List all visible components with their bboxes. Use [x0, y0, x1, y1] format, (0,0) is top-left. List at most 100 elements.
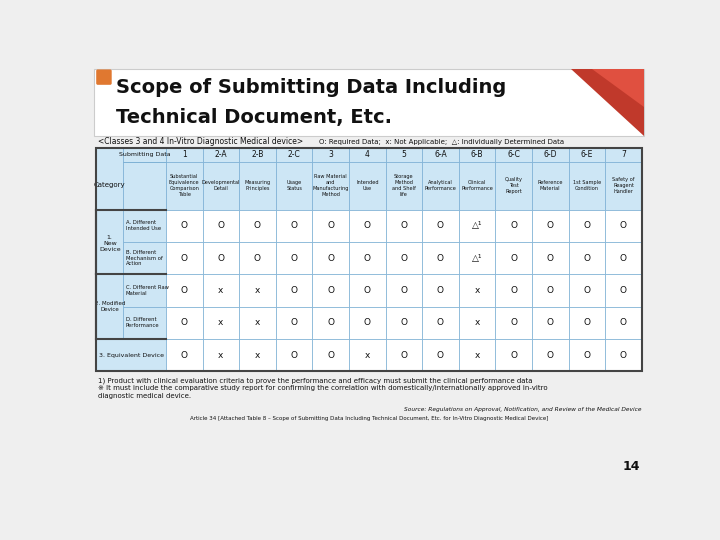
Bar	[202, 339, 239, 372]
Bar	[202, 307, 239, 339]
Text: O: O	[510, 254, 517, 262]
Text: 6-A: 6-A	[434, 150, 447, 159]
Text: Usage
Status: Usage Status	[286, 180, 302, 191]
Text: O: O	[327, 318, 334, 327]
Text: 1st Sample
Condition: 1st Sample Condition	[573, 180, 601, 191]
Bar	[569, 162, 606, 210]
Bar	[532, 162, 569, 210]
Bar	[312, 339, 349, 372]
Text: Submitting Data: Submitting Data	[119, 152, 171, 157]
Bar	[166, 339, 202, 372]
Bar	[123, 210, 166, 242]
Text: x: x	[474, 286, 480, 295]
Text: O: O	[327, 254, 334, 262]
Bar	[96, 148, 642, 372]
Bar	[239, 274, 276, 307]
Text: A. Different
Intended Use: A. Different Intended Use	[126, 220, 161, 231]
Bar	[532, 210, 569, 242]
Text: x: x	[364, 350, 370, 360]
Text: O: O	[510, 350, 517, 360]
Bar	[123, 242, 166, 274]
Text: Analytical
Performance: Analytical Performance	[425, 180, 456, 191]
Text: 2-C: 2-C	[288, 150, 300, 159]
Bar	[422, 162, 459, 210]
Text: O: O	[254, 221, 261, 230]
Bar	[349, 307, 386, 339]
Text: Quality
Test
Report: Quality Test Report	[505, 177, 523, 194]
Text: x: x	[474, 318, 480, 327]
Bar	[386, 210, 422, 242]
Bar	[276, 162, 312, 210]
Text: Clinical
Performance: Clinical Performance	[461, 180, 493, 191]
Text: O: O	[291, 286, 297, 295]
Text: 2. Modified: 2. Modified	[94, 301, 125, 306]
Text: 2-B: 2-B	[251, 150, 264, 159]
Bar	[312, 210, 349, 242]
Bar	[239, 339, 276, 372]
Bar	[532, 274, 569, 307]
Bar	[606, 162, 642, 210]
Bar	[606, 210, 642, 242]
Text: O: O	[181, 286, 188, 295]
Text: O: O	[400, 350, 408, 360]
Text: 6-D: 6-D	[544, 150, 557, 159]
Text: x: x	[255, 318, 260, 327]
Text: x: x	[218, 318, 223, 327]
Bar	[569, 210, 606, 242]
Bar	[349, 242, 386, 274]
Text: Technical Document, Etc.: Technical Document, Etc.	[116, 107, 392, 127]
Text: O: O	[181, 221, 188, 230]
Text: x: x	[218, 350, 223, 360]
Text: △¹: △¹	[472, 221, 482, 230]
Bar	[386, 307, 422, 339]
Bar	[569, 307, 606, 339]
Bar	[276, 148, 312, 162]
Bar	[276, 210, 312, 242]
Text: O: O	[583, 286, 590, 295]
Text: Article 34 [Attached Table 8 – Scope of Submitting Data Including Technical Docu: Article 34 [Attached Table 8 – Scope of …	[190, 416, 548, 421]
Bar	[239, 210, 276, 242]
Text: O: O	[291, 318, 297, 327]
Text: Measuring
Principles: Measuring Principles	[244, 180, 271, 191]
Bar	[96, 274, 123, 339]
Bar	[312, 148, 349, 162]
Text: ※ It must include the comparative study report for confirming the correlation wi: ※ It must include the comparative study …	[98, 385, 547, 391]
Bar	[459, 210, 495, 242]
Text: O: O	[437, 318, 444, 327]
Bar	[569, 339, 606, 372]
Bar	[96, 210, 123, 274]
Bar	[459, 307, 495, 339]
Text: diagnostic medical device.: diagnostic medical device.	[98, 393, 191, 399]
Bar	[166, 274, 202, 307]
Bar	[202, 148, 239, 162]
Bar	[532, 339, 569, 372]
Text: O: O	[254, 254, 261, 262]
Bar	[532, 307, 569, 339]
Text: O: O	[510, 318, 517, 327]
Bar	[239, 162, 276, 210]
Text: O: O	[546, 286, 554, 295]
Text: O: O	[546, 221, 554, 230]
Bar	[422, 307, 459, 339]
Bar	[569, 274, 606, 307]
Text: 7: 7	[621, 150, 626, 159]
Text: O: O	[437, 254, 444, 262]
Text: Device: Device	[99, 247, 120, 252]
Text: Intended
Use: Intended Use	[356, 180, 379, 191]
Polygon shape	[570, 69, 644, 137]
Bar	[123, 274, 166, 307]
Bar	[532, 148, 569, 162]
Text: 1) Product with clinical evaluation criteria to prove the performance and effica: 1) Product with clinical evaluation crit…	[98, 377, 532, 384]
Bar	[166, 242, 202, 274]
Bar	[349, 339, 386, 372]
Text: O: O	[583, 350, 590, 360]
Bar	[312, 162, 349, 210]
Bar	[495, 242, 532, 274]
Bar	[239, 307, 276, 339]
Bar	[459, 242, 495, 274]
Bar	[386, 162, 422, 210]
Text: △¹: △¹	[472, 254, 482, 262]
FancyBboxPatch shape	[96, 70, 112, 85]
Bar	[606, 339, 642, 372]
Text: x: x	[474, 350, 480, 360]
